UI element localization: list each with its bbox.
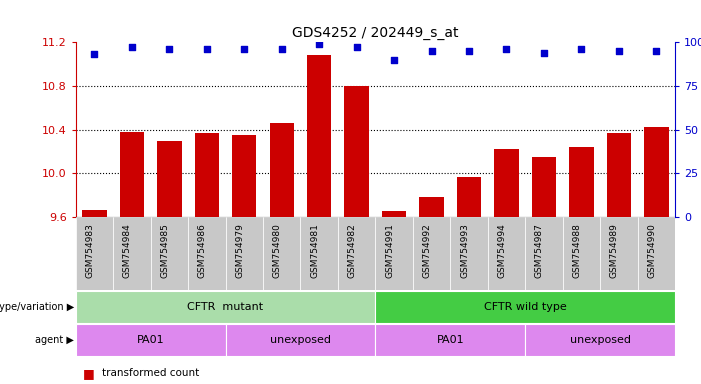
Text: unexposed: unexposed xyxy=(570,335,631,345)
Point xyxy=(463,48,475,54)
Point xyxy=(501,46,512,52)
Bar xyxy=(606,133,631,217)
Bar xyxy=(644,127,669,217)
Text: GSM754987: GSM754987 xyxy=(535,223,544,278)
Text: GSM754979: GSM754979 xyxy=(236,223,244,278)
Bar xyxy=(188,217,226,290)
Bar xyxy=(532,157,556,217)
Point xyxy=(651,48,662,54)
Point xyxy=(538,50,550,56)
Bar xyxy=(301,217,338,290)
Bar xyxy=(525,217,563,290)
Point xyxy=(351,45,362,51)
Text: PA01: PA01 xyxy=(437,335,464,345)
Bar xyxy=(638,217,675,290)
Bar xyxy=(151,217,188,290)
Bar xyxy=(76,324,226,356)
Bar xyxy=(226,324,376,356)
Text: GSM754990: GSM754990 xyxy=(647,223,656,278)
Text: unexposed: unexposed xyxy=(270,335,331,345)
Bar xyxy=(419,197,444,217)
Bar xyxy=(494,149,519,217)
Bar xyxy=(413,217,450,290)
Title: GDS4252 / 202449_s_at: GDS4252 / 202449_s_at xyxy=(292,26,458,40)
Bar xyxy=(76,217,113,290)
Bar xyxy=(376,291,675,323)
Bar xyxy=(82,210,107,217)
Text: GSM754993: GSM754993 xyxy=(460,223,469,278)
Text: genotype/variation ▶: genotype/variation ▶ xyxy=(0,302,74,312)
Text: GSM754988: GSM754988 xyxy=(573,223,581,278)
Bar xyxy=(344,86,369,217)
Bar xyxy=(569,147,594,217)
Bar xyxy=(488,217,525,290)
Point xyxy=(238,46,250,52)
Text: GSM754982: GSM754982 xyxy=(348,223,357,278)
Bar xyxy=(195,133,219,217)
Text: ■: ■ xyxy=(83,382,95,384)
Text: PA01: PA01 xyxy=(137,335,165,345)
Bar xyxy=(376,324,525,356)
Bar xyxy=(232,135,257,217)
Point xyxy=(276,46,287,52)
Text: GSM754989: GSM754989 xyxy=(610,223,619,278)
Bar xyxy=(226,217,263,290)
Text: GSM754986: GSM754986 xyxy=(198,223,207,278)
Bar xyxy=(450,217,488,290)
Bar xyxy=(157,141,182,217)
Text: GSM754980: GSM754980 xyxy=(273,223,282,278)
Bar xyxy=(307,55,332,217)
Text: CFTR wild type: CFTR wild type xyxy=(484,302,566,312)
Bar xyxy=(376,217,413,290)
Point xyxy=(313,41,325,47)
Bar xyxy=(563,217,600,290)
Text: GSM754992: GSM754992 xyxy=(423,223,432,278)
Point xyxy=(613,48,625,54)
Text: GSM754983: GSM754983 xyxy=(86,223,95,278)
Bar xyxy=(457,177,481,217)
Bar xyxy=(338,217,376,290)
Text: GSM754984: GSM754984 xyxy=(123,223,132,278)
Bar xyxy=(382,212,407,217)
Point xyxy=(164,46,175,52)
Text: ■: ■ xyxy=(83,367,95,380)
Text: agent ▶: agent ▶ xyxy=(36,335,74,345)
Point xyxy=(426,48,437,54)
Text: GSM754994: GSM754994 xyxy=(498,223,507,278)
Bar xyxy=(270,123,294,217)
Point xyxy=(89,51,100,58)
Point xyxy=(576,46,587,52)
Text: GSM754991: GSM754991 xyxy=(385,223,394,278)
Bar xyxy=(113,217,151,290)
Point xyxy=(388,57,400,63)
Point xyxy=(201,46,212,52)
Text: transformed count: transformed count xyxy=(102,368,200,378)
Text: CFTR  mutant: CFTR mutant xyxy=(187,302,264,312)
Bar xyxy=(525,324,675,356)
Bar xyxy=(120,132,144,217)
Text: GSM754981: GSM754981 xyxy=(311,223,319,278)
Bar xyxy=(76,291,376,323)
Text: GSM754985: GSM754985 xyxy=(161,223,170,278)
Bar xyxy=(600,217,638,290)
Bar xyxy=(263,217,301,290)
Point xyxy=(126,45,137,51)
